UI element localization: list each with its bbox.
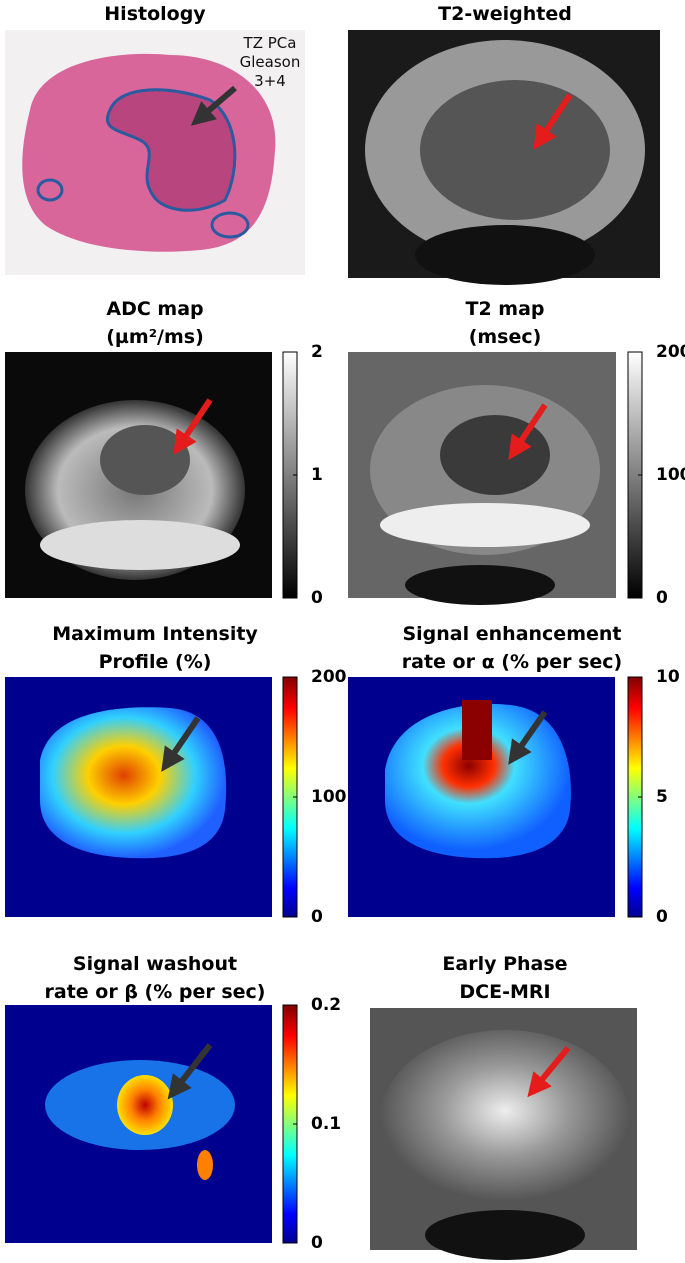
colorbar-tick-label: 1 [311, 465, 323, 485]
panel-title: (µm²/ms) [106, 326, 204, 348]
colorbar-tick-label: 100 [656, 465, 685, 485]
panel-title: ADC map [106, 298, 203, 320]
colorbar-tick-label: 0 [311, 588, 323, 608]
panel-title: Maximum Intensity [52, 623, 258, 645]
annotation: Gleason [240, 53, 301, 71]
t2-image [348, 30, 660, 285]
colorbar-tick-label: 200 [656, 342, 685, 362]
colorbar-tick-label: 0 [311, 907, 323, 927]
colorbar-tick-label: 0 [656, 907, 668, 927]
colorbar-tick-label: 200 [311, 667, 347, 687]
histology-image: TZ PCa Gleason 3+4 [5, 30, 305, 275]
colorbar-tick-label: 0.2 [311, 995, 341, 1015]
dce-image [370, 1008, 637, 1260]
adc-image [5, 352, 272, 598]
colorbar-tick-label: 5 [656, 787, 668, 807]
panel-title: DCE-MRI [459, 981, 550, 1003]
panel-title: T2 map [465, 298, 544, 320]
annotation: 3+4 [254, 72, 286, 90]
panel-title: Profile (%) [99, 651, 212, 673]
panel-title: Early Phase [442, 953, 567, 975]
annotation: TZ PCa [243, 34, 297, 52]
panel-title: Histology [104, 3, 206, 25]
panel-title: rate or α (% per sec) [402, 651, 622, 673]
panel-title: Signal enhancement [402, 623, 621, 645]
panel-title: (msec) [469, 326, 542, 348]
washout-image [5, 1005, 272, 1243]
colorbar-tick-label: 10 [656, 667, 680, 687]
mip-image [5, 677, 272, 917]
colorbar-tick-label: 0 [656, 588, 668, 608]
colorbar-tick-label: 0 [311, 1233, 323, 1253]
colorbar-tick-label: 2 [311, 342, 323, 362]
panel-title: T2-weighted [438, 3, 572, 25]
colorbar-tick-label: 0.1 [311, 1114, 341, 1134]
panel-title: Signal washout [73, 953, 237, 975]
ser-image [348, 677, 615, 917]
t2map-image [348, 352, 616, 605]
colorbar-tick-label: 100 [311, 787, 347, 807]
panel-title: rate or β (% per sec) [45, 981, 266, 1003]
